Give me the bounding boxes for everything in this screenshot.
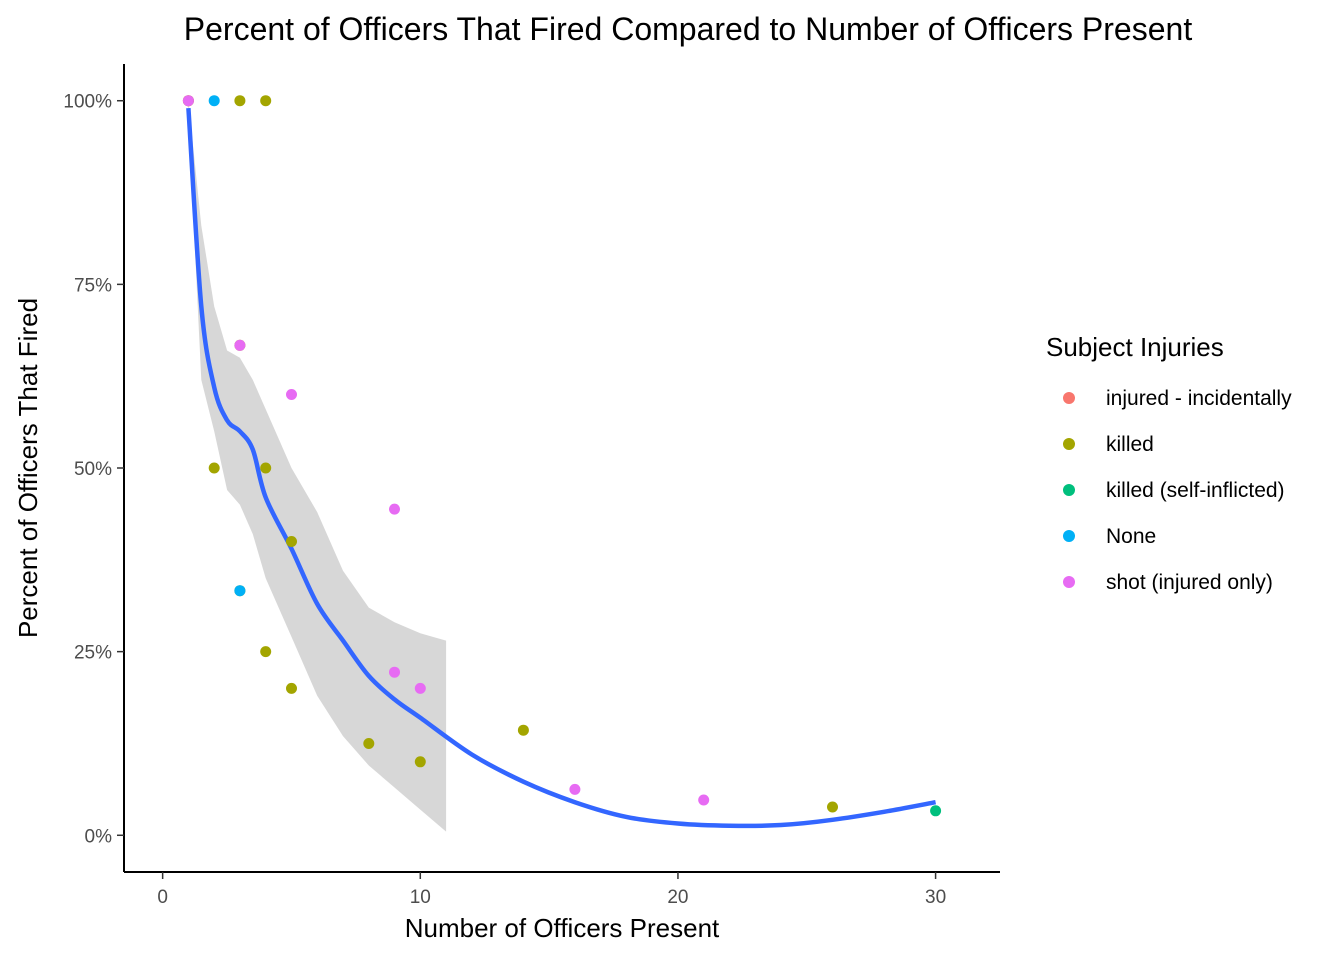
data-point [930, 805, 942, 817]
data-point [286, 682, 297, 694]
legend-label: shot (injured only) [1106, 571, 1273, 594]
x-axis-title: Number of Officers Present [405, 913, 720, 943]
chart-title: Percent of Officers That Fired Compared … [184, 11, 1193, 47]
data-point [569, 783, 581, 795]
data-point [208, 462, 220, 474]
y-tick-label: 75% [74, 275, 112, 296]
data-point [363, 738, 375, 749]
y-tick-label: 50% [74, 459, 112, 480]
legend-label: None [1106, 525, 1156, 548]
data-point [182, 95, 194, 107]
legend: Subject Injuries injured - incidentally k… [1046, 332, 1292, 594]
data-point [234, 95, 246, 107]
legend-swatch [1063, 576, 1075, 588]
y-axis-title: Percent of Officers That Fired [13, 298, 43, 638]
data-point [517, 724, 529, 736]
legend-swatch [1063, 484, 1075, 496]
x-tick-label: 20 [667, 887, 688, 908]
y-axis-ticks: 0% 25% 50% 75% 100% [63, 92, 124, 847]
y-tick-label: 0% [85, 826, 113, 847]
data-point [286, 389, 297, 400]
data-point [286, 536, 297, 547]
confidence-band [188, 100, 447, 832]
data-point [389, 503, 400, 515]
legend-swatch [1063, 392, 1075, 404]
data-point [414, 756, 426, 768]
data-point [698, 794, 710, 806]
legend-label: killed [1106, 433, 1154, 456]
confidence-band-layer [188, 100, 447, 832]
x-tick-label: 0 [157, 887, 168, 908]
data-point [208, 95, 220, 107]
x-tick-label: 30 [925, 887, 946, 908]
legend-label: killed (self-inflicted) [1106, 479, 1285, 502]
legend-title: Subject Injuries [1046, 332, 1224, 362]
points-layer [182, 95, 942, 817]
data-point [414, 682, 426, 694]
data-point [260, 95, 272, 107]
data-point [389, 666, 400, 678]
x-axis-ticks: 0 10 20 30 [157, 872, 946, 908]
data-point [234, 585, 246, 597]
x-tick-label: 10 [410, 887, 431, 908]
legend-items: injured - incidentally killed killed (self… [1063, 387, 1292, 594]
data-point [827, 801, 838, 813]
data-point [260, 462, 272, 474]
legend-label: injured - incidentally [1106, 387, 1292, 410]
legend-swatch [1063, 438, 1075, 450]
y-tick-label: 25% [74, 643, 112, 664]
smooth-trend-line [186, 107, 937, 829]
data-point [234, 339, 246, 351]
y-tick-label: 100% [63, 92, 112, 113]
data-point [260, 646, 272, 658]
smooth-line-layer [186, 107, 937, 829]
legend-swatch [1063, 530, 1075, 542]
